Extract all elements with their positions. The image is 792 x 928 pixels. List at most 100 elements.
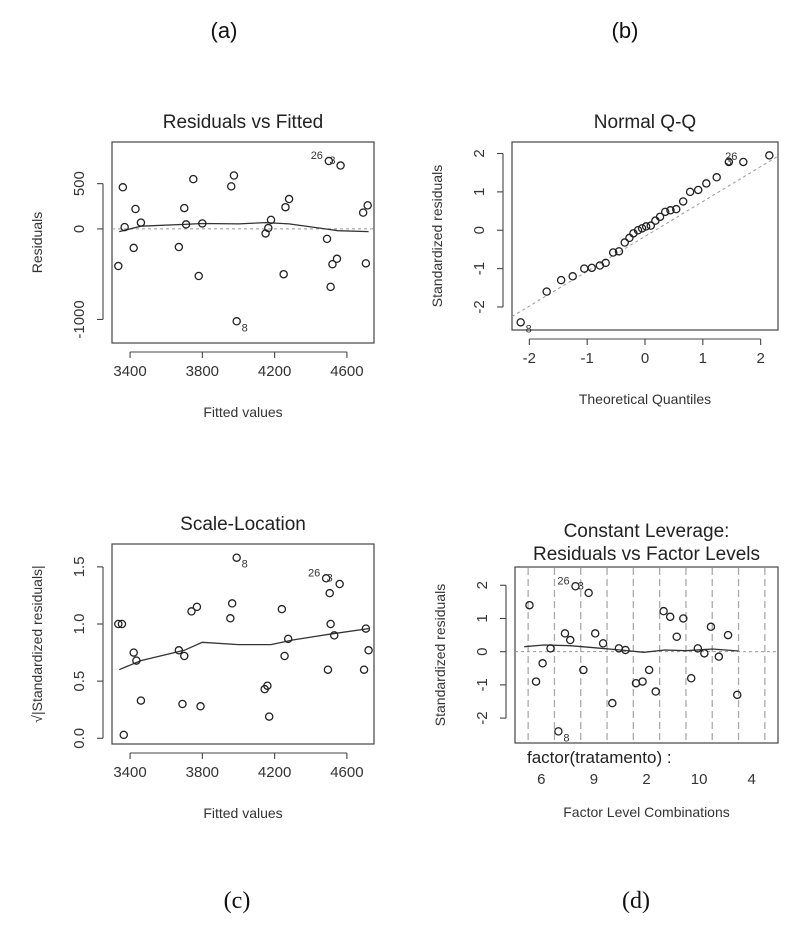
data-point — [693, 185, 703, 195]
panel-a-residuals-vs-fitted: Residuals vs Fitted Fitted values Residual… — [29, 112, 375, 420]
chart-title: Residuals vs Fitted — [163, 112, 324, 133]
data-point — [702, 179, 711, 188]
panel-label-a: (a) — [211, 18, 238, 43]
smoother-line — [524, 644, 739, 653]
data-point — [660, 207, 670, 217]
data-point — [232, 553, 241, 562]
data-point — [571, 582, 580, 591]
x-tick-label: 4600 — [330, 764, 363, 781]
data-point — [579, 665, 588, 675]
data-point — [283, 634, 293, 644]
data-point — [280, 651, 289, 661]
y-tick-label: -2 — [474, 711, 491, 724]
data-point — [284, 194, 294, 204]
data-point — [120, 222, 129, 232]
data-point — [359, 665, 369, 674]
data-point — [542, 287, 551, 296]
data-point — [326, 619, 335, 629]
plot-frame — [514, 566, 779, 744]
data-point — [192, 602, 202, 612]
data-point — [189, 174, 198, 184]
data-point — [598, 639, 608, 648]
data-point — [321, 574, 331, 583]
y-tick-label: 1 — [471, 188, 488, 196]
plot-frame — [511, 141, 779, 331]
data-point — [174, 646, 184, 655]
x-axis-label: Theoretical Quantiles — [579, 391, 711, 407]
data-point — [614, 247, 624, 256]
y-tick-label: 0.5 — [71, 671, 88, 692]
y-tick-label: 1.0 — [71, 614, 88, 635]
data-point — [538, 659, 547, 668]
y-tick-label: -1 — [474, 678, 491, 691]
y-tick-label: 0 — [71, 225, 88, 233]
data-point — [531, 677, 541, 686]
data-point — [114, 261, 123, 271]
y-tick-label: 1 — [474, 614, 491, 622]
data-point — [678, 197, 688, 206]
data-point — [560, 629, 570, 638]
data-point — [590, 629, 600, 638]
data-point — [665, 612, 675, 622]
data-point — [132, 656, 141, 665]
data-point — [226, 614, 235, 623]
data-point — [227, 182, 236, 191]
data-point — [637, 224, 647, 233]
data-point — [712, 173, 721, 182]
data-point — [686, 673, 696, 683]
data-point — [608, 698, 617, 708]
data-point — [655, 212, 665, 222]
data-point — [174, 242, 184, 252]
data-point — [229, 171, 239, 180]
data-point — [180, 203, 189, 213]
data-point — [323, 665, 333, 674]
data-point — [263, 681, 272, 690]
x-tick-label: 6 — [537, 771, 545, 788]
data-point — [739, 157, 748, 167]
data-point — [580, 264, 589, 273]
chart-title: Normal Q-Q — [594, 112, 696, 133]
outlier-label: 26 — [311, 150, 323, 162]
y-tick-label: -2 — [471, 300, 488, 313]
data-point — [651, 687, 660, 696]
data-point — [666, 206, 675, 215]
data-point — [328, 259, 337, 269]
data-point — [187, 607, 196, 616]
x-tick-label: 3400 — [113, 764, 146, 781]
panel-c-scale-location: Scale-Location Fitted values √|Standardize… — [29, 514, 375, 821]
data-point — [638, 677, 647, 686]
outlier-label: 26 — [557, 575, 569, 587]
data-point — [335, 579, 344, 589]
data-point — [194, 271, 203, 281]
y-tick-label: -1 — [471, 262, 488, 275]
data-point — [685, 187, 695, 197]
data-point — [546, 644, 555, 653]
x-tick-label: 3800 — [186, 764, 219, 781]
data-point — [587, 263, 597, 273]
x-tick-label: 3400 — [113, 363, 146, 380]
y-axis-label: Standardized residuals — [429, 165, 445, 307]
data-point — [601, 258, 610, 268]
data-point — [693, 644, 703, 653]
data-point — [646, 221, 656, 230]
panel-label-c: (c) — [224, 888, 251, 914]
data-point — [181, 220, 191, 229]
data-point — [326, 282, 335, 292]
data-point — [525, 600, 534, 610]
data-point — [114, 619, 123, 629]
outlier-label: 8 — [242, 559, 248, 571]
panel-label-b: (b) — [612, 18, 639, 43]
data-point — [178, 699, 187, 709]
data-point — [118, 183, 128, 192]
data-point — [556, 275, 566, 285]
x-tick-label: -1 — [581, 350, 594, 367]
data-point — [568, 272, 577, 281]
data-point — [554, 727, 563, 736]
data-point — [264, 712, 274, 721]
data-point — [671, 204, 681, 214]
data-point — [706, 622, 716, 632]
data-point — [281, 202, 290, 212]
smoother-line — [119, 221, 369, 233]
data-point — [196, 702, 205, 711]
